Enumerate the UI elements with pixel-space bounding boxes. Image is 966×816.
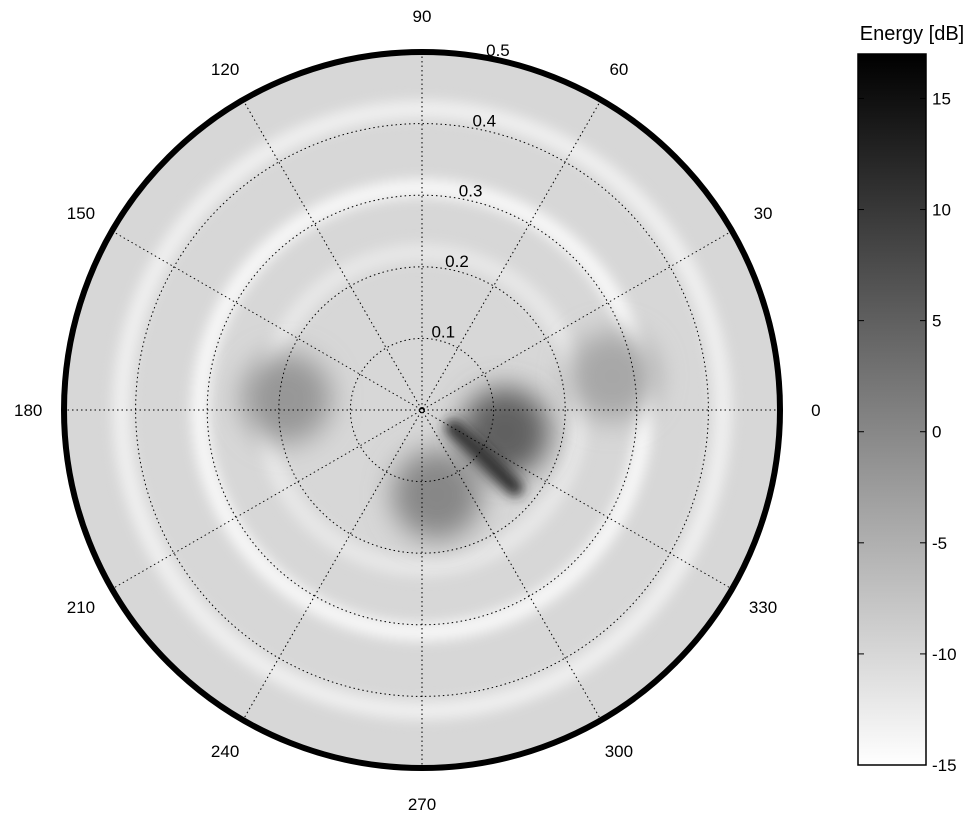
energy-heatmap [64, 52, 780, 768]
grid-circle [206, 194, 638, 626]
radius-tick-label: 0.3 [459, 182, 483, 201]
grid-circle [349, 337, 495, 483]
heatmap-ridge-5 [445, 419, 524, 497]
angle-tick-label: 0 [811, 401, 820, 420]
colorbar-tick-label: 0 [932, 423, 941, 442]
radius-tick-label: 0.2 [445, 252, 469, 271]
heatmap-ring-2 [112, 100, 732, 720]
angle-tick-label: 180 [14, 401, 42, 420]
angle-tick-label: 300 [605, 742, 633, 761]
angle-tick-label: 240 [211, 742, 239, 761]
heatmap-blob-4 [459, 387, 550, 478]
angle-tick-label: 30 [754, 204, 773, 223]
heatmap-blob-8 [567, 331, 658, 422]
grid-circle [278, 266, 566, 554]
colorbar-tick-label: 5 [932, 312, 941, 331]
colorbar-tick-label: -10 [932, 645, 957, 664]
angle-tick-labels: 0 30 60 90 120 150 180 210 240 270 300 330 [14, 7, 821, 814]
polar-grid [64, 52, 780, 768]
angle-tick-label: 90 [413, 7, 432, 26]
grid-circle [135, 123, 709, 697]
angle-tick-label: 150 [67, 204, 95, 223]
heatmap-blob-6 [241, 353, 332, 444]
colorbar-ticks: 15 10 5 0 -5 -10 -15 [858, 89, 957, 775]
colorbar-title: Energy [dB] [860, 23, 965, 45]
radius-tick-label: 0.5 [486, 41, 510, 60]
colorbar-tick-label: -5 [932, 534, 947, 553]
angle-tick-label: 120 [211, 60, 239, 79]
radius-tick-label: 0.1 [431, 322, 455, 341]
colorbar-tick-label: 10 [932, 201, 951, 220]
colorbar: Energy [dB] 15 10 5 0 -5 -10 -15 [857, 23, 965, 775]
angle-tick-label: 270 [408, 795, 436, 814]
outer-boundary [61, 49, 783, 771]
angle-tick-label: 210 [67, 598, 95, 617]
angle-tick-label: 60 [609, 60, 628, 79]
radius-tick-labels: 0.1 0.2 0.3 0.4 0.5 [431, 41, 509, 341]
angle-tick-label: 330 [749, 598, 777, 617]
heatmap-blob-7 [391, 449, 482, 540]
colorbar-tick-label: 15 [932, 89, 951, 108]
colorbar-tick-label: -15 [932, 756, 957, 775]
colorbar-gradient [857, 53, 927, 766]
origin-marker [419, 407, 425, 413]
heatmap-background-0 [64, 52, 780, 768]
radius-tick-label: 0.4 [472, 111, 496, 130]
